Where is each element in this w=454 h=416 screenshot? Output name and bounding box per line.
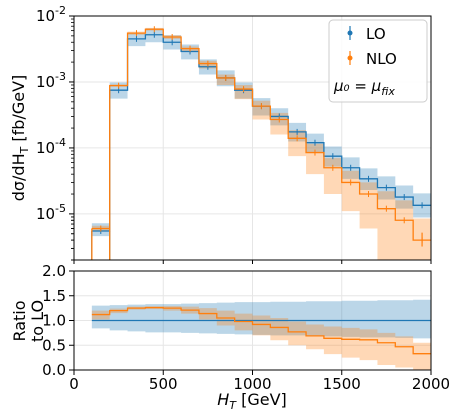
ratio-ytick-label-1: 0.5 <box>42 336 66 354</box>
main-ytick-base-3: 10 <box>36 7 55 25</box>
ratio-y-axis-label-line1: Ratio <box>10 300 29 341</box>
legend-note-main: μ₀ = μ <box>333 77 381 95</box>
main-ytick-label-0: 10-5 <box>36 202 66 223</box>
x-axis-label: HT [GeV] <box>217 390 287 412</box>
main-ytick-exp-2: -3 <box>55 70 66 83</box>
main-ytick-label-3: 10-2 <box>36 4 66 25</box>
legend-nlo-marker <box>347 55 353 61</box>
main-y-axis-label-main: dσ/dH <box>9 153 28 201</box>
main-ytick-base-2: 10 <box>36 73 55 91</box>
x-axis-label-sub: T <box>229 399 237 412</box>
x-axis-label-unit: [GeV] <box>236 390 287 409</box>
legend-note-sub: fix <box>381 85 395 98</box>
ratio-band-lo <box>91 299 431 339</box>
ratio-ytick-label-0: 0.0 <box>42 361 66 379</box>
main-ytick-exp-3: -2 <box>55 4 66 17</box>
ratio-xtick-label-2: 1000 <box>233 375 271 393</box>
legend-lo-marker <box>347 30 353 36</box>
ratio-ticks: 0.0 0.5 1.0 1.5 2.0 0 500 1000 1500 2000 <box>42 262 450 393</box>
main-ytick-base-1: 10 <box>36 139 55 157</box>
x-axis-label-main: H <box>217 390 229 409</box>
main-ytick-exp-1: -4 <box>55 136 66 149</box>
main-y-axis-label-unit: [fb/GeV] <box>9 75 28 147</box>
main-y-axis-label: dσ/dHT [fb/GeV] <box>9 75 31 202</box>
legend-note: μ₀ = μfix <box>333 77 395 98</box>
ratio-plot-area <box>91 299 431 370</box>
legend: LO NLO μ₀ = μfix <box>328 19 428 103</box>
legend-item-lo: LO <box>347 25 386 43</box>
ratio-xtick-label-3: 1500 <box>323 375 361 393</box>
ratio-ytick-label-4: 2.0 <box>42 262 66 280</box>
main-ytick-base-0: 10 <box>36 205 55 223</box>
main-band-nlo <box>91 27 431 260</box>
main-y-axis-label-sub: T <box>18 146 31 154</box>
main-ytick-exp-0: -5 <box>55 202 66 215</box>
legend-nlo-label: NLO <box>366 50 397 68</box>
main-ytick-label-2: 10-3 <box>36 70 66 91</box>
ratio-y-axis-label-line2: to LO <box>28 300 47 342</box>
ratio-ytick-label-3: 1.5 <box>42 287 66 305</box>
ratio-xtick-label-0: 0 <box>69 375 79 393</box>
ratio-ytick-label-2: 1.0 <box>42 312 66 330</box>
main-y-ticks: 10-510-410-310-2 <box>36 4 432 264</box>
ratio-band-nlo <box>91 306 431 370</box>
legend-item-nlo: NLO <box>347 50 397 68</box>
main-ytick-label-1: 10-4 <box>36 136 66 157</box>
legend-lo-label: LO <box>366 25 386 43</box>
ratio-xtick-label-1: 500 <box>149 375 178 393</box>
main-plot-area <box>91 26 431 260</box>
ratio-line-nlo <box>91 306 431 355</box>
legend-box <box>328 19 428 103</box>
ratio-xtick-label-4: 2000 <box>412 375 450 393</box>
